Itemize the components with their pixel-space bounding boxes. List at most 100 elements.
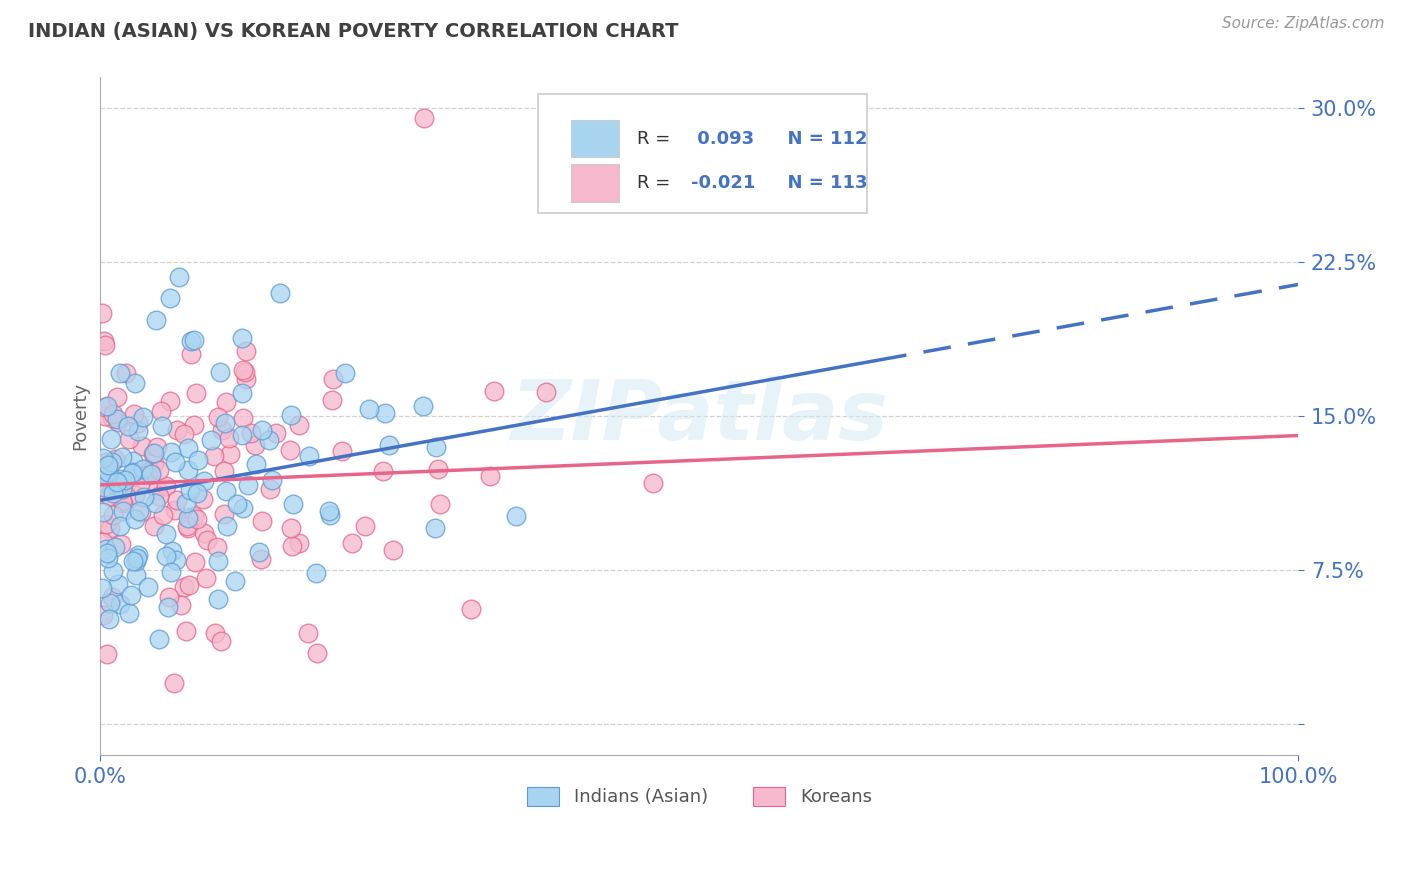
Point <box>101 411 124 425</box>
Point <box>136 580 159 594</box>
Text: INDIAN (ASIAN) VS KOREAN POVERTY CORRELATION CHART: INDIAN (ASIAN) VS KOREAN POVERTY CORRELA… <box>28 22 679 41</box>
Point <box>122 454 145 468</box>
Point <box>125 554 148 568</box>
Point <box>132 490 155 504</box>
Point <box>96 546 118 560</box>
Point <box>169 270 191 285</box>
Point <box>176 463 198 477</box>
Point <box>165 553 187 567</box>
Point <box>278 442 301 457</box>
Point <box>117 419 139 434</box>
Point <box>235 365 257 379</box>
Point <box>478 469 501 483</box>
Point <box>186 511 208 525</box>
Point <box>118 432 141 446</box>
Point <box>232 501 254 516</box>
Point <box>460 602 482 616</box>
Point <box>170 598 193 612</box>
Point <box>359 402 381 417</box>
Point <box>193 474 215 488</box>
Point <box>94 542 117 557</box>
Point <box>94 517 117 532</box>
Point <box>239 425 262 440</box>
Point <box>148 463 170 477</box>
Point <box>128 504 150 518</box>
Point <box>100 484 122 499</box>
Point <box>111 482 134 496</box>
Point <box>163 675 186 690</box>
Point <box>150 418 173 433</box>
Point <box>173 580 195 594</box>
Point <box>215 394 238 409</box>
Point <box>91 306 114 320</box>
Point <box>371 464 394 478</box>
Point <box>101 564 124 578</box>
Point <box>378 438 401 452</box>
Point <box>112 484 135 499</box>
Point <box>165 503 187 517</box>
Point <box>187 453 209 467</box>
Point <box>207 591 229 606</box>
Text: 0.093: 0.093 <box>690 129 754 148</box>
Point <box>288 418 311 433</box>
Point <box>93 535 115 549</box>
Point <box>374 406 396 420</box>
Point <box>174 624 197 639</box>
Point <box>215 518 238 533</box>
Point <box>143 496 166 510</box>
Point <box>152 508 174 522</box>
Point <box>98 596 121 610</box>
Point <box>94 338 117 352</box>
Point <box>125 550 148 565</box>
Point <box>148 489 170 503</box>
Point <box>91 465 114 479</box>
Point <box>305 646 328 660</box>
Point <box>97 459 120 474</box>
Point <box>245 457 267 471</box>
Point <box>145 483 167 498</box>
Point <box>214 417 236 431</box>
Legend: Indians (Asian), Koreans: Indians (Asian), Koreans <box>520 780 879 814</box>
Point <box>108 597 131 611</box>
Point <box>231 427 253 442</box>
Point <box>124 376 146 391</box>
Point <box>202 450 225 464</box>
Point <box>104 540 127 554</box>
Point <box>288 535 311 549</box>
Point <box>218 431 240 445</box>
Point <box>184 385 207 400</box>
Point <box>281 497 304 511</box>
Point <box>207 409 229 424</box>
Point <box>505 508 527 523</box>
Point <box>176 518 198 533</box>
Point <box>425 440 447 454</box>
Point <box>231 331 253 345</box>
Point <box>127 424 149 438</box>
Point <box>142 519 165 533</box>
Point <box>200 434 222 448</box>
Point <box>157 600 180 615</box>
Point <box>249 551 271 566</box>
Point <box>235 344 257 359</box>
Point <box>173 426 195 441</box>
Point <box>118 606 141 620</box>
Point <box>93 409 115 424</box>
Text: N = 113: N = 113 <box>775 174 868 192</box>
Point <box>482 384 505 398</box>
Point <box>183 333 205 347</box>
Point <box>121 466 143 480</box>
Point <box>205 540 228 554</box>
Point <box>159 291 181 305</box>
Point <box>105 479 128 493</box>
Point <box>105 411 128 425</box>
Point <box>131 461 153 475</box>
Point <box>259 434 281 448</box>
Text: -0.021: -0.021 <box>690 174 755 192</box>
Point <box>155 549 177 564</box>
Text: N = 112: N = 112 <box>775 129 868 148</box>
Point <box>127 549 149 563</box>
Point <box>330 444 353 458</box>
Point <box>97 465 120 479</box>
Point <box>177 578 200 592</box>
Point <box>132 409 155 424</box>
